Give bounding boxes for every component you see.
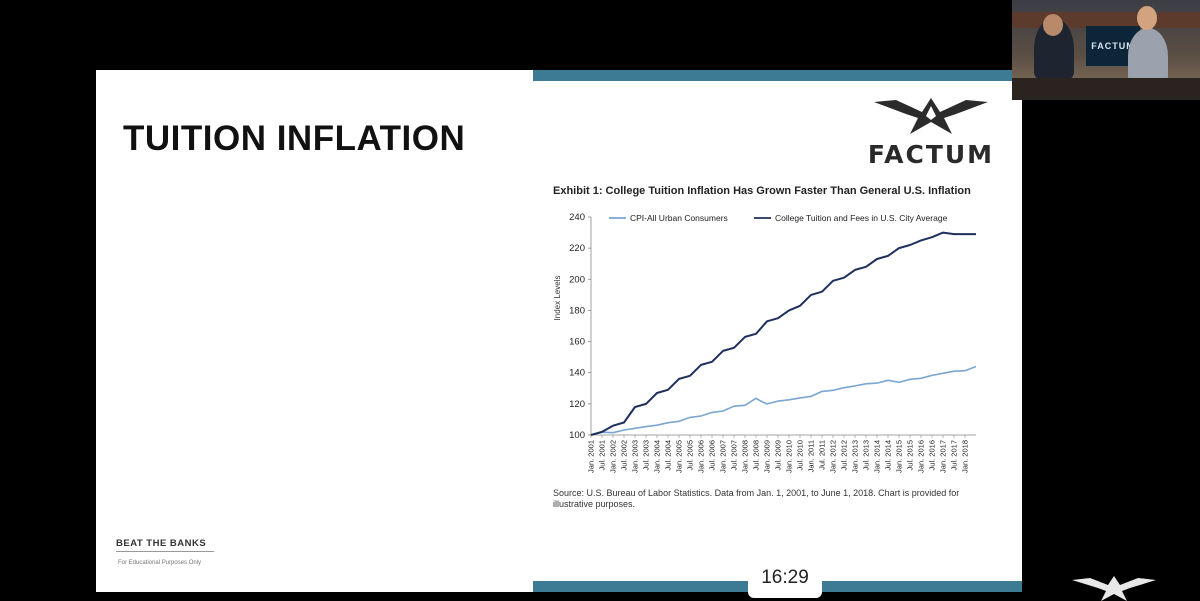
x-tick-label: Jul. 2001 [598,440,607,470]
y-tick-label: 240 [569,212,585,223]
x-tick-label: Jan. 2005 [675,440,684,473]
x-tick-label: Jul. 2004 [664,440,673,470]
series-line-cpi [590,365,977,436]
webcam-desk [1012,78,1200,100]
webcam-feed: FACTUM [1012,0,1200,100]
x-tick-label: Jan. 2004 [653,440,662,473]
legend-label: CPI-All Urban Consumers [630,213,728,223]
x-tick-label: Jan. 2016 [917,440,926,473]
chart-series-group [590,231,977,436]
video-timestamp: 16:29 [748,558,822,598]
y-tick-label: 180 [569,305,585,316]
x-tick-label: Jul. 2006 [708,440,717,470]
x-tick-label: Jan. 2010 [785,440,794,473]
x-tick-label: Jul. 2012 [840,440,849,470]
presenter-right [1128,28,1168,84]
x-tick-label: Jul. 2014 [884,440,893,470]
x-tick-label: Jul. 2016 [928,440,937,470]
x-tick-label: Jan. 2003 [631,440,640,473]
x-tick-label: Jan. 2009 [763,440,772,473]
x-tick-label: Jul. 2005 [686,440,695,470]
y-tick-label: 220 [569,243,585,254]
x-tick-label: Jul. 2009 [774,440,783,470]
x-tick-label: Jan. 2011 [807,440,816,472]
beat-the-banks-logo: BEAT THE BANKS [116,538,207,549]
factum-wing-icon [874,98,988,134]
x-tick-label: Jul. 2013 [862,440,871,470]
x-tick-label: Jul. 2007 [730,440,739,470]
footer-disclaimer: For Educational Purposes Only [118,560,202,566]
factum-logo-text: FACTUM [867,140,995,169]
x-tick-label: Jan. 2001 [587,440,596,473]
series-line-tuition [590,231,976,436]
presentation-slide: TUITION INFLATION FACTUM Exhibit 1: Coll… [96,70,1022,592]
chart-legend: CPI-All Urban Consumers College Tuition a… [609,213,948,223]
chart-y-axis: 100 120 140 160 180 200 220 240 [569,212,976,441]
x-tick-label: Jan. 2017 [939,440,948,473]
x-tick-label: Jul. 2017 [950,440,959,470]
presenter-left-head [1043,14,1063,36]
factum-watermark-icon [1072,576,1156,601]
legend-label: College Tuition and Fees in U.S. City Av… [775,213,948,223]
slide-title: TUITION INFLATION [123,119,466,158]
y-tick-label: 200 [569,274,585,285]
x-tick-label: Jan. 2007 [719,440,728,473]
slide-accent-bar-top [533,70,1022,81]
footer-divider [116,551,214,552]
x-tick-label: Jul. 2010 [796,440,805,470]
x-tick-label: Jan. 2018 [961,440,970,473]
x-tick-label: Jul. 2003 [642,440,651,470]
y-tick-label: 160 [569,337,585,348]
source-note: Source: U.S. Bureau of Labor Statistics.… [553,488,960,509]
x-tick-label: Jul. 2002 [620,440,629,470]
y-tick-label: 120 [569,399,585,410]
exhibit-title: Exhibit 1: College Tuition Inflation Has… [553,185,971,197]
x-tick-label: Jan. 2015 [895,440,904,473]
x-tick-label: Jan. 2006 [697,440,706,473]
x-tick-label: Jan. 2008 [741,440,750,473]
y-tick-label: 140 [569,368,585,379]
factum-logo: FACTUM [856,92,1006,192]
x-tick-label: Jul. 2015 [906,440,915,470]
webcam-screen-text: FACTUM [1091,41,1135,51]
x-tick-label: Jul. 2011 [818,440,827,470]
chart-x-axis: Jan. 2001 Jul. 2001 Jan. 2002 Jul. 2002 Jan.… [587,435,970,473]
chart-y-axis-label: Index Levels [553,276,562,321]
x-tick-label: Jul. 2008 [752,440,761,470]
x-tick-label: Jan. 2013 [851,440,860,473]
y-tick-label: 100 [569,430,585,441]
x-tick-label: Jan. 2014 [873,440,882,473]
x-tick-label: Jan. 2002 [609,440,618,473]
presenter-right-head [1137,6,1157,30]
x-tick-label: Jan. 2012 [829,440,838,473]
